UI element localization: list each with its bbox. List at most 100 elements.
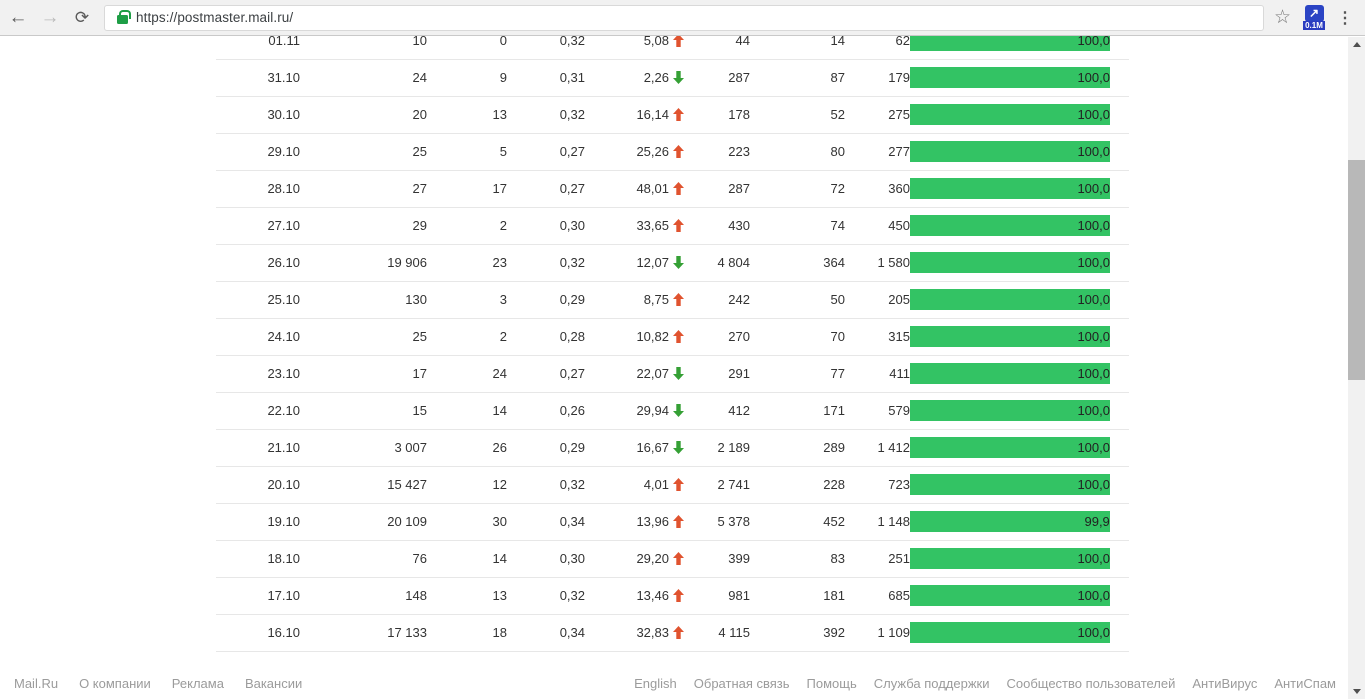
- scrollbar-up-arrow[interactable]: [1348, 37, 1365, 52]
- date-cell: 19.10: [216, 503, 300, 541]
- metric-cell-1: 25: [300, 133, 427, 171]
- table-row: 27.10 29 2 0,30 33,65 430 74 450 100,0: [216, 207, 1129, 245]
- footer-link-right-3[interactable]: Служба поддержки: [873, 676, 990, 691]
- metric-cell-6: 74: [750, 207, 845, 245]
- url-text[interactable]: https://postmaster.mail.ru/: [136, 10, 294, 25]
- table-row: 26.10 19 906 23 0,32 12,07 4 804 364 1 580 100,0: [216, 244, 1129, 282]
- metric-cell-1: 20: [300, 96, 427, 134]
- table-row: 29.10 25 5 0,27 25,26 223 80 277 100,0: [216, 133, 1129, 171]
- metric-cell-5: 242: [684, 281, 750, 319]
- metric-cell-3: 0,34: [507, 503, 585, 541]
- date-cell: 22.10: [216, 392, 300, 430]
- metric-cell-2: 14: [427, 392, 507, 430]
- scrollbar-down-arrow[interactable]: [1348, 684, 1365, 699]
- trend-cell: 16,14: [585, 96, 684, 134]
- footer-links-left: Mail.Ru О компании Реклама Вакансии: [14, 676, 323, 691]
- metric-cell-6: 83: [750, 540, 845, 578]
- metric-cell-7: 1 580: [845, 244, 910, 282]
- table-row: 30.10 20 13 0,32 16,14 178 52 275 100,0: [216, 96, 1129, 134]
- delivery-rate-cell: 100,0: [910, 244, 1129, 282]
- trend-value: 29,20: [636, 551, 669, 566]
- up-triangle-icon: [1352, 42, 1361, 47]
- metric-cell-6: 77: [750, 355, 845, 393]
- trend-cell: 29,94: [585, 392, 684, 430]
- table-row: 17.10 148 13 0,32 13,46 981 181 685 100,0: [216, 577, 1129, 615]
- metric-cell-5: 2 189: [684, 429, 750, 467]
- trend-value: 16,67: [636, 440, 669, 455]
- metric-cell-1: 25: [300, 318, 427, 356]
- delivery-rate-cell: 100,0: [910, 170, 1129, 208]
- metric-cell-2: 26: [427, 429, 507, 467]
- metric-cell-5: 223: [684, 133, 750, 171]
- back-button[interactable]: ←: [8, 6, 28, 28]
- metric-cell-1: 76: [300, 540, 427, 578]
- trend-up-arrow-icon: [673, 330, 684, 343]
- trend-value: 13,96: [636, 514, 669, 529]
- footer-link-right-0[interactable]: English: [634, 676, 677, 691]
- metric-cell-7: 315: [845, 318, 910, 356]
- rank-extension-button[interactable]: ↗ 0.1M: [1301, 5, 1327, 30]
- footer-link-right-1[interactable]: Обратная связь: [693, 676, 790, 691]
- delivery-rate-cell: 100,0: [910, 281, 1129, 319]
- date-cell: 27.10: [216, 207, 300, 245]
- delivery-rate-bar: 100,0: [910, 289, 1110, 310]
- metric-cell-1: 17: [300, 355, 427, 393]
- metric-cell-1: 24: [300, 59, 427, 97]
- metric-cell-3: 0,34: [507, 614, 585, 652]
- metric-cell-6: 87: [750, 59, 845, 97]
- page-scrollbar[interactable]: [1348, 37, 1365, 699]
- delivery-rate-cell: 100,0: [910, 96, 1129, 134]
- date-cell: 25.10: [216, 281, 300, 319]
- metric-cell-7: 360: [845, 170, 910, 208]
- reload-button[interactable]: ⟳: [74, 7, 90, 27]
- trend-cell: 16,67: [585, 429, 684, 467]
- footer-link-right-2[interactable]: Помощь: [806, 676, 857, 691]
- delivery-rate-cell: 100,0: [910, 133, 1129, 171]
- trend-value: 13,46: [636, 588, 669, 603]
- metric-cell-2: 23: [427, 244, 507, 282]
- date-cell: 28.10: [216, 170, 300, 208]
- address-bar[interactable]: https://postmaster.mail.ru/: [104, 4, 1264, 31]
- trend-down-arrow-icon: [673, 367, 684, 380]
- trend-down-arrow-icon: [673, 71, 684, 84]
- metric-cell-7: 251: [845, 540, 910, 578]
- footer-link-left-2[interactable]: Реклама: [171, 676, 224, 691]
- metric-cell-1: 19 906: [300, 244, 427, 282]
- metric-cell-1: 3 007: [300, 429, 427, 467]
- delivery-rate-bar: 100,0: [910, 548, 1110, 569]
- trend-up-arrow-icon: [673, 108, 684, 121]
- metric-cell-7: 579: [845, 392, 910, 430]
- footer-link-left-3[interactable]: Вакансии: [244, 676, 303, 691]
- metric-cell-1: 15: [300, 392, 427, 430]
- metric-cell-6: 392: [750, 614, 845, 652]
- trend-cell: 10,82: [585, 318, 684, 356]
- footer-link-right-4[interactable]: Сообщество пользователей: [1006, 676, 1176, 691]
- delivery-rate-bar: 100,0: [910, 104, 1110, 125]
- footer-link-left-0[interactable]: Mail.Ru: [14, 676, 59, 691]
- bookmark-star-icon[interactable]: ☆: [1273, 7, 1291, 28]
- metric-cell-2: 30: [427, 503, 507, 541]
- delivery-rate-bar: 99,9: [910, 511, 1110, 532]
- footer-link-left-1[interactable]: О компании: [79, 676, 151, 691]
- date-cell: 24.10: [216, 318, 300, 356]
- table-row: 31.10 24 9 0,31 2,26 287 87 179 100,0: [216, 59, 1129, 97]
- date-cell: 16.10: [216, 614, 300, 652]
- trend-cell: 13,96: [585, 503, 684, 541]
- trend-cell: 8,75: [585, 281, 684, 319]
- metric-cell-7: 275: [845, 96, 910, 134]
- table-row: 24.10 25 2 0,28 10,82 270 70 315 100,0: [216, 318, 1129, 356]
- forward-button[interactable]: →: [40, 6, 60, 28]
- footer-link-right-6[interactable]: АнтиСпам: [1274, 676, 1336, 691]
- metric-cell-2: 5: [427, 133, 507, 171]
- chrome-menu-icon[interactable]: ⋮: [1337, 9, 1353, 27]
- metric-cell-2: 18: [427, 614, 507, 652]
- scrollbar-thumb[interactable]: [1348, 160, 1365, 380]
- metric-cell-5: 4 804: [684, 244, 750, 282]
- trend-cell: 12,07: [585, 244, 684, 282]
- delivery-rate-cell: 100,0: [910, 429, 1129, 467]
- trend-cell: 33,65: [585, 207, 684, 245]
- footer-link-right-5[interactable]: АнтиВирус: [1192, 676, 1258, 691]
- delivery-rate-bar: 100,0: [910, 400, 1110, 421]
- metric-cell-5: 412: [684, 392, 750, 430]
- metric-cell-3: 0,28: [507, 318, 585, 356]
